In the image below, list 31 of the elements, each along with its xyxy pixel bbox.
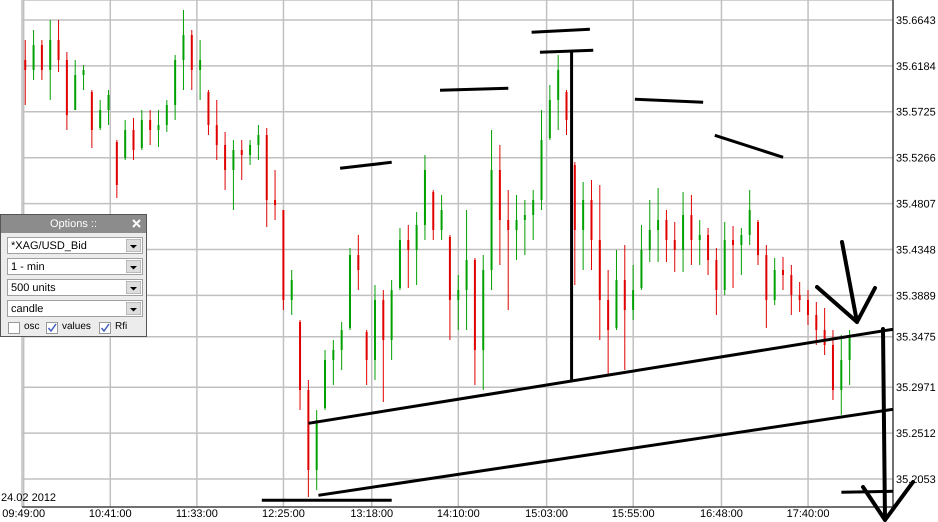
dropdown-field: 500 units xyxy=(7,279,143,296)
y-tick-label: 35.2053 xyxy=(896,474,936,486)
dropdown-field: candle xyxy=(7,300,143,317)
annotation: Rfi xyxy=(115,321,128,332)
annotation: values xyxy=(62,321,91,332)
y-tick-label: 35.5266 xyxy=(896,152,936,165)
x-tick-label: 11:33:00 xyxy=(176,508,218,520)
annotation: 24.02 2012 xyxy=(1,492,56,504)
x-tick-label: 14:10:00 xyxy=(436,508,480,520)
x-tick-label: 16:48:00 xyxy=(700,508,743,520)
annotation: osc xyxy=(24,321,40,332)
y-tick-label: 35.2512 xyxy=(896,428,936,440)
x-tick-label: 15:03:00 xyxy=(525,508,568,520)
x-tick-label: 09:49:00 xyxy=(2,508,46,520)
y-tick-label: 35.3475 xyxy=(896,332,936,344)
y-tick-label: 35.6184 xyxy=(896,60,936,73)
options-panel: Options :: *XAG/USD_Bid 1 - min 500 units candle osc values Rfi xyxy=(0,214,147,337)
panel-header: Options :: xyxy=(1,215,146,233)
dropdown-field: 1 - min xyxy=(7,258,143,275)
x-tick-label: 15:55:00 xyxy=(612,508,655,520)
y-tick-label: 35.6643 xyxy=(896,14,936,27)
y-tick-label: 35.4348 xyxy=(896,244,936,256)
dropdown-field: *XAG/USD_Bid xyxy=(7,237,143,254)
y-tick-label: 35.2971 xyxy=(896,382,936,394)
x-tick-label: 10:41:00 xyxy=(88,508,132,520)
y-tick-label: 35.4807 xyxy=(896,198,936,211)
x-tick-label: 12:25:00 xyxy=(262,508,305,520)
x-tick-label: 13:18:00 xyxy=(350,508,394,520)
y-tick-label: 35.3889 xyxy=(896,290,936,302)
x-tick-label: 17:40:00 xyxy=(786,508,830,520)
y-tick-label: 35.5725 xyxy=(896,106,936,119)
